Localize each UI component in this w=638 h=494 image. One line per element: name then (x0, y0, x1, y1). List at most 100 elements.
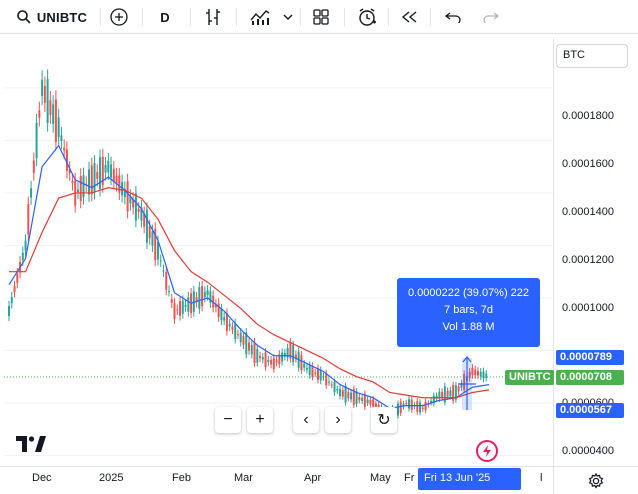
zoom-in-button[interactable]: + (247, 407, 273, 433)
candle-body (217, 303, 220, 318)
replay-icon (401, 11, 417, 23)
candle-body (300, 355, 303, 371)
candle-body (24, 240, 27, 251)
redo-button[interactable] (478, 0, 504, 34)
candle-body (236, 334, 239, 336)
candle-body (209, 291, 212, 303)
candle-body (289, 342, 292, 359)
candle-body (278, 354, 281, 365)
measure-bars-text: 7 bars, 7d (444, 304, 493, 316)
symbol-price-label: UNIBTC (505, 370, 554, 385)
candle-body (187, 297, 190, 312)
candle-body (347, 391, 350, 399)
candle-body (245, 332, 248, 355)
candle-body (234, 323, 237, 339)
candle-body (79, 176, 82, 202)
candle-body (250, 344, 253, 355)
candle-body (85, 183, 88, 185)
candle-body (311, 366, 314, 377)
candle-body (259, 356, 262, 359)
candle-body (104, 164, 107, 173)
divider (388, 8, 389, 26)
candle-body (308, 365, 311, 376)
candle-body (168, 290, 170, 292)
tradingview-logo[interactable] (16, 436, 46, 457)
candle-body (99, 157, 102, 190)
candle-body (76, 189, 79, 192)
candle-body (316, 368, 319, 380)
candle-body (399, 401, 402, 414)
zoom-out-button[interactable]: − (215, 407, 241, 433)
candle-body (358, 396, 361, 401)
candle-body (49, 100, 52, 115)
alert-button[interactable] (354, 0, 380, 34)
price-chart[interactable] (4, 38, 553, 466)
candle-body (286, 347, 289, 358)
tradingview-logo-icon (16, 436, 46, 452)
currency-selector[interactable]: BTC (556, 44, 628, 68)
candle-body (203, 291, 206, 298)
currency-label: BTC (563, 49, 585, 61)
candle-body (361, 397, 364, 401)
candle-body (421, 407, 424, 409)
candle-body (405, 402, 408, 404)
top-toolbar: UNIBTC D (0, 0, 638, 34)
layout-button[interactable] (308, 0, 334, 34)
scroll-right-button[interactable]: › (325, 407, 351, 433)
bar-type-icon (206, 9, 220, 25)
interval-button[interactable]: D (152, 0, 178, 34)
indicators-dropdown[interactable] (280, 0, 296, 34)
symbol-search-button[interactable]: UNIBTC (8, 0, 96, 34)
candle-body (336, 389, 339, 391)
candle-body (68, 169, 71, 174)
reset-chart-button[interactable]: ↻ (371, 407, 397, 433)
price-tick: 0.0001200 (562, 254, 614, 266)
candle-body (165, 272, 168, 290)
candle-body (485, 373, 488, 378)
candle-body (341, 390, 344, 397)
chart-settings-button[interactable] (553, 466, 638, 494)
gear-icon (588, 472, 604, 489)
candle-body (454, 385, 457, 400)
divider (236, 8, 237, 26)
candle-body (446, 390, 449, 397)
scroll-left-button[interactable]: ‹ (293, 407, 319, 433)
candle-body (231, 326, 234, 330)
price-tick: 0.0001400 (562, 206, 614, 218)
ma-long-line (9, 187, 490, 399)
candle-body (115, 175, 118, 184)
lightning-icon (483, 445, 491, 457)
chart-type-button[interactable] (200, 0, 226, 34)
chevron-down-icon (283, 14, 293, 20)
candle-body (71, 180, 74, 184)
candle-body (181, 300, 184, 314)
candle-body (132, 199, 135, 208)
candle-body (374, 403, 377, 407)
flash-button[interactable] (476, 440, 498, 462)
search-icon (17, 10, 31, 24)
candle-body (355, 391, 358, 404)
candle-body (264, 352, 267, 367)
candle-body (471, 367, 474, 375)
candle-body (38, 110, 41, 118)
candle-body (220, 308, 223, 321)
candle-body (101, 156, 104, 186)
measure-arrow-icon (462, 356, 472, 363)
undo-button[interactable] (440, 0, 466, 34)
candle-body (325, 373, 328, 386)
replay-button[interactable] (396, 0, 422, 34)
add-symbol-icon (110, 8, 128, 26)
high-price-tag: 0.0000789 (556, 350, 624, 365)
candle-body (82, 175, 85, 198)
candle-body (206, 290, 209, 296)
candle-body (35, 122, 38, 159)
indicators-button[interactable] (246, 0, 274, 34)
candle-body (10, 297, 13, 304)
price-tick: 0.0001800 (562, 110, 614, 122)
candle-body (134, 193, 137, 221)
time-label: Apr (304, 472, 322, 484)
chart-pane[interactable] (4, 38, 553, 466)
price-axis[interactable] (553, 38, 638, 466)
compare-button[interactable] (106, 0, 132, 34)
candle-body (319, 370, 322, 381)
